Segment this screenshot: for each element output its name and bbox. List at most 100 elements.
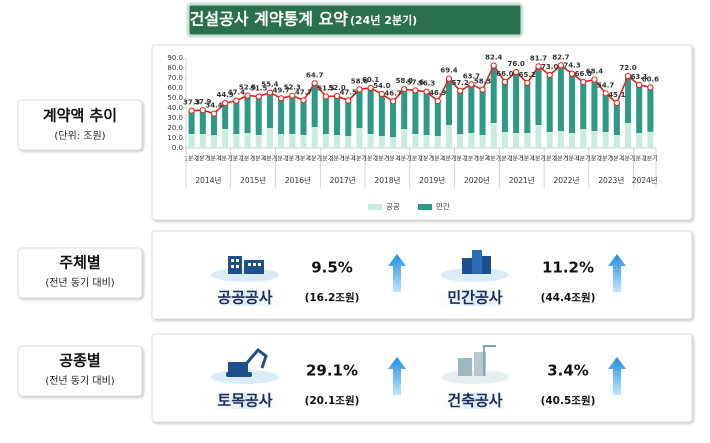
y-tick-label: 10.0	[167, 134, 183, 142]
y-tick-label: 30.0	[167, 114, 183, 122]
item-amount: (40.5조원)	[541, 394, 596, 407]
item-name: 토목공사	[217, 392, 272, 410]
x-tick-label: 4분기	[486, 155, 501, 163]
data-label: 74.3	[563, 62, 580, 70]
bar-segment	[524, 133, 531, 148]
x-tick-label: 2분기	[553, 155, 568, 163]
bar-segment	[647, 87, 654, 132]
label-box	[17, 247, 143, 299]
bar-segment	[266, 92, 273, 128]
line-marker	[356, 86, 363, 93]
data-label: 58.8	[396, 77, 413, 85]
data-label: 82.4	[485, 54, 502, 62]
bar-segment	[636, 133, 643, 148]
label-title: 공종별	[59, 352, 100, 370]
bar-segment	[423, 91, 430, 135]
up-arrow	[388, 357, 406, 395]
label-title: 주체별	[59, 254, 100, 272]
y-tick-label: 0.0	[172, 144, 183, 152]
line-marker	[624, 72, 632, 80]
year-label: 2014년	[195, 175, 221, 185]
data-label: 52.0	[328, 84, 345, 92]
line-marker	[367, 84, 374, 92]
bar-segment	[434, 101, 441, 136]
x-tick-label: 2분기	[285, 155, 300, 163]
line-marker	[210, 110, 218, 117]
line-marker	[568, 70, 576, 77]
data-label: 56.3	[418, 80, 435, 88]
x-tick-label: 3분기	[475, 155, 490, 163]
x-tick-label: 2분기	[240, 155, 255, 163]
line-marker	[423, 88, 430, 95]
data-label: 63.7	[463, 72, 480, 80]
x-tick-label: 3분기	[565, 155, 580, 163]
bar-segment	[278, 98, 285, 134]
bar-segment	[501, 82, 508, 132]
x-tick-label: 2분기	[330, 155, 345, 163]
x-tick-label: 4분기	[307, 155, 322, 163]
legend-label: 민간	[436, 201, 450, 211]
bar-segment	[602, 93, 609, 132]
x-tick-label: 1분기	[632, 155, 647, 163]
x-tick-label: 1분기	[587, 155, 602, 163]
bar-segment	[255, 135, 262, 148]
up-arrow	[608, 254, 626, 292]
line-marker	[434, 98, 441, 105]
data-label: 60.1	[362, 76, 379, 84]
line-marker	[233, 97, 240, 104]
bar-segment	[300, 135, 307, 148]
bar-segment	[266, 128, 273, 148]
x-tick-label: 1분기	[229, 155, 244, 163]
bar-segment	[390, 137, 397, 148]
bar-segment	[457, 90, 464, 134]
line-marker	[524, 79, 531, 86]
bar-segment	[602, 132, 609, 148]
bar-segment	[613, 135, 620, 148]
left-label: 계약액 추이 (단위: 조원) 주체별 (전년 동기 대비) 공종별 (전년 동…	[17, 99, 143, 397]
year-label: 2020년	[464, 175, 490, 185]
bar-segment	[434, 136, 441, 148]
bar-segment	[546, 75, 553, 132]
line-marker	[647, 84, 654, 91]
line-marker	[266, 89, 274, 96]
bar-segment	[613, 102, 620, 135]
item-name: 건축공사	[447, 392, 502, 410]
year-label: 2015년	[240, 175, 266, 185]
icon-building-private	[441, 250, 509, 282]
label-sub: (단위: 조원)	[54, 129, 105, 142]
data-label: 81.7	[530, 54, 547, 62]
bar-segment	[445, 78, 452, 125]
line-marker	[255, 93, 262, 100]
bar-segment	[569, 133, 576, 148]
bar-segment	[233, 100, 240, 134]
data-label: 66.0	[575, 70, 592, 78]
name-highlight	[200, 393, 290, 409]
y-tick-label: 70.0	[167, 74, 183, 82]
name-highlight	[200, 290, 290, 306]
line-marker	[457, 87, 464, 94]
data-label: 73.0	[541, 63, 558, 71]
data-label: 52.3	[284, 84, 301, 92]
x-tick-label: 3분기	[430, 155, 445, 163]
y-tick-label: 50.0	[167, 94, 183, 102]
year-label: 2018년	[374, 175, 400, 185]
line-marker	[468, 81, 475, 88]
bar-segment	[289, 95, 296, 134]
x-tick-label: 1분기	[453, 155, 468, 163]
item-percent: 11.2%	[542, 259, 594, 277]
bar-segment	[557, 131, 564, 148]
legend-label: 공공	[386, 202, 400, 211]
bar-segment	[345, 136, 352, 148]
bar-segment	[311, 127, 318, 148]
bar-segment	[210, 135, 217, 148]
data-label: 54.7	[597, 81, 614, 89]
bar-segment	[188, 134, 195, 148]
x-tick-label: 3분기	[207, 155, 222, 163]
x-tick-label: 2분기	[374, 155, 389, 163]
bar-segment	[222, 103, 229, 129]
data-label: 58.3	[474, 78, 491, 86]
line-marker	[278, 95, 285, 102]
data-label: 82.7	[552, 53, 569, 61]
legend-swatch	[368, 204, 382, 210]
legend-swatch	[418, 204, 432, 210]
